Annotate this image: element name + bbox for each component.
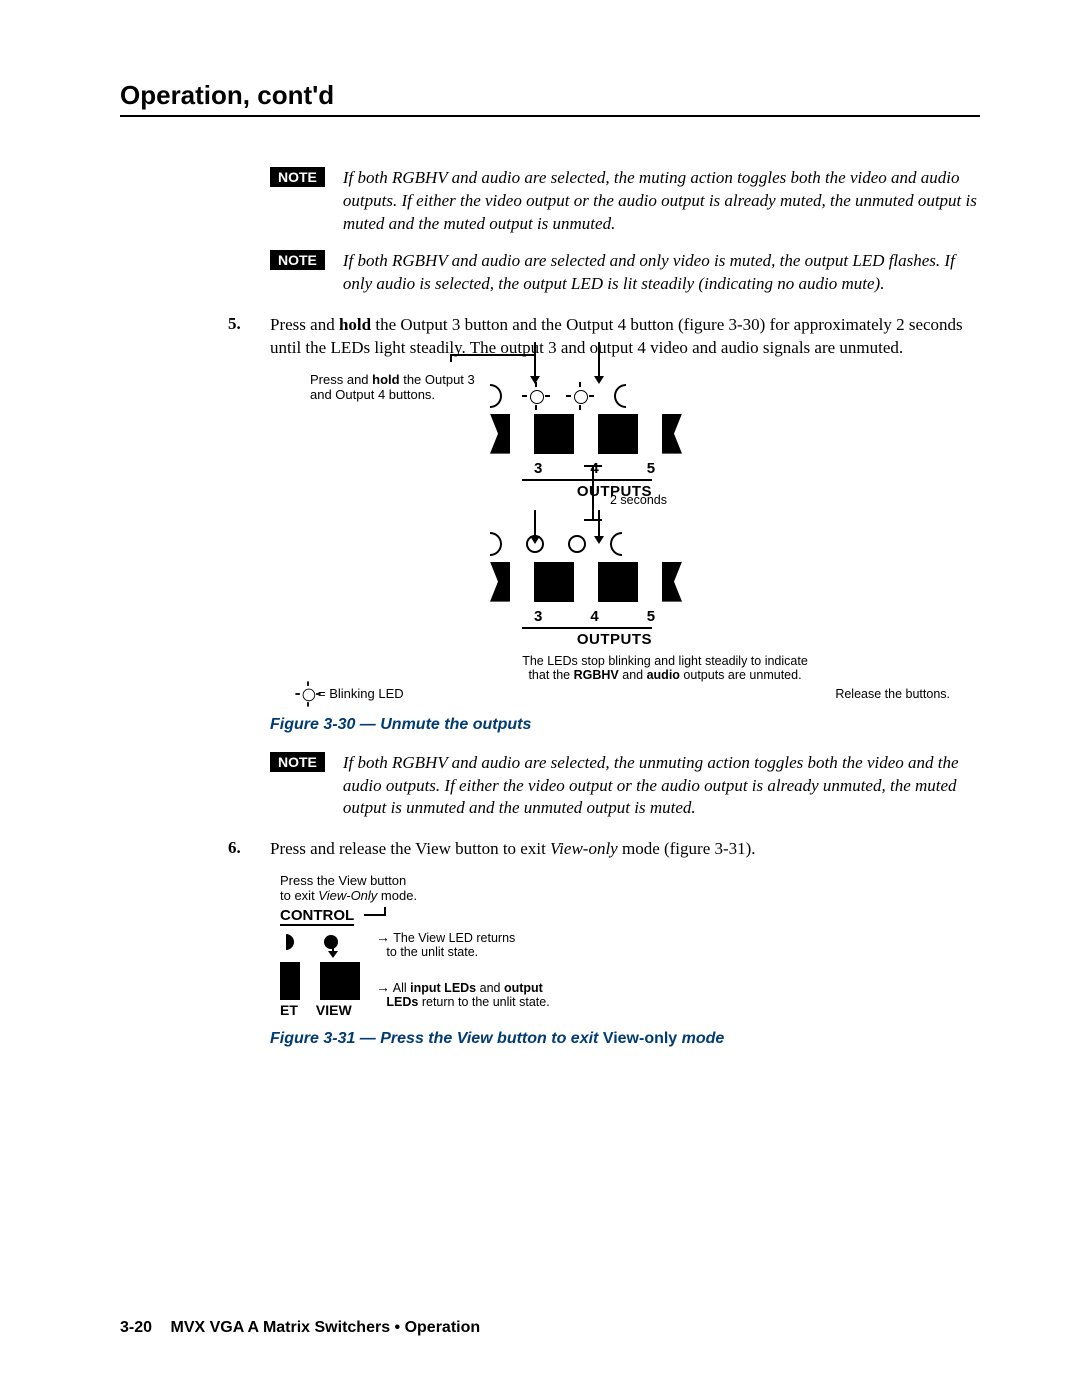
t: to the unlit state. xyxy=(386,945,478,959)
note-2-text: If both RGBHV and audio are selected and… xyxy=(343,250,980,296)
num-3: 3 xyxy=(534,460,542,477)
t: to exit xyxy=(280,888,318,903)
fig31-led-return: → The View LED returns to the unlit stat… xyxy=(376,929,550,959)
t: return to the unlit state. xyxy=(418,995,549,1009)
t: View-Only xyxy=(318,888,377,903)
blinking-led-icon xyxy=(570,386,590,406)
step-6-number: 6. xyxy=(228,838,270,858)
fig30-caption: The LEDs stop blinking and light steadil… xyxy=(350,654,980,682)
note-3-text: If both RGBHV and audio are selected, th… xyxy=(343,752,980,821)
page-number: 3-20 xyxy=(120,1319,152,1336)
output-button-4 xyxy=(598,414,638,454)
t: output xyxy=(504,981,543,995)
t: LEDs xyxy=(386,995,418,1009)
t: RGBHV xyxy=(574,668,619,682)
release-label: Release the buttons. xyxy=(835,687,950,701)
t: View-only xyxy=(603,1030,677,1047)
step-6-text: Press and release the View button to exi… xyxy=(270,838,756,861)
t: hold xyxy=(339,315,371,334)
button-partial-icon xyxy=(490,414,510,454)
note-3: NOTE If both RGBHV and audio are selecte… xyxy=(270,752,980,821)
led-partial-icon xyxy=(614,384,626,408)
button-partial-icon xyxy=(662,562,682,602)
led-partial-icon xyxy=(490,384,502,408)
t: The LEDs stop blinking and light steadil… xyxy=(522,654,808,668)
t: View-only xyxy=(550,839,618,858)
steady-led-icon xyxy=(526,535,544,553)
button-partial-icon xyxy=(662,414,682,454)
note-2: NOTE If both RGBHV and audio are selecte… xyxy=(270,250,980,296)
t: mode. xyxy=(377,888,417,903)
page-header: Operation, cont'd xyxy=(120,80,980,111)
t: and xyxy=(476,981,504,995)
num-3: 3 xyxy=(534,608,542,625)
t: Press and release the View button to exi… xyxy=(270,839,550,858)
header-rule xyxy=(120,115,980,117)
t: Press and xyxy=(270,315,339,334)
t: the Output 3 button and the Output 4 but… xyxy=(270,315,963,357)
view-led-icon xyxy=(324,935,338,949)
output-button-3 xyxy=(534,562,574,602)
view-button xyxy=(320,962,360,1000)
t: Figure 3-31 — Press the View button to e… xyxy=(270,1030,603,1047)
button-partial-icon xyxy=(490,562,510,602)
outputs-label: OUTPUTS xyxy=(522,627,652,648)
t: All xyxy=(393,981,410,995)
blinking-legend: = Blinking LED xyxy=(318,686,404,701)
figure-3-31-caption: Figure 3-31 — Press the View button to e… xyxy=(270,1030,980,1048)
t: mode xyxy=(677,1030,724,1047)
fig31-press-label: Press the View button to exit View-Only … xyxy=(280,873,980,903)
step-5: 5. Press and hold the Output 3 button an… xyxy=(228,314,980,360)
step-5-text: Press and hold the Output 3 button and t… xyxy=(270,314,980,360)
page-footer: 3-20 MVX VGA A Matrix Switchers • Operat… xyxy=(120,1319,480,1337)
t: The View LED returns xyxy=(393,931,515,945)
blinking-led-icon xyxy=(526,386,546,406)
note-1: NOTE If both RGBHV and audio are selecte… xyxy=(270,167,980,236)
note-1-text: If both RGBHV and audio are selected, th… xyxy=(343,167,980,236)
led-partial-icon xyxy=(286,934,294,950)
t: and xyxy=(619,668,647,682)
t: audio xyxy=(647,668,680,682)
control-label: CONTROL xyxy=(280,907,354,926)
step-6: 6. Press and release the View button to … xyxy=(228,838,980,861)
num-4: 4 xyxy=(590,608,598,625)
fig30-press-label: Press and hold the Output 3 and Output 4… xyxy=(310,372,490,402)
num-5: 5 xyxy=(647,608,655,625)
figure-3-31-diagram: Press the View button to exit View-Only … xyxy=(280,873,980,1018)
steady-led-icon xyxy=(568,535,586,553)
t: hold xyxy=(372,372,399,387)
fig31-all-leds: → All input LEDs and output LEDs return … xyxy=(376,979,550,1009)
num-5: 5 xyxy=(647,460,655,477)
t: Press the View button xyxy=(280,873,406,888)
t: Press and xyxy=(310,372,372,387)
t: outputs are unmuted. xyxy=(680,668,802,682)
t: input LEDs xyxy=(410,981,476,995)
blinking-led-icon xyxy=(299,685,317,703)
t: mode (figure 3-31). xyxy=(618,839,756,858)
output-button-3 xyxy=(534,414,574,454)
note-badge: NOTE xyxy=(270,250,325,270)
t: that the xyxy=(528,668,573,682)
button-partial-icon xyxy=(280,962,300,1000)
led-partial-icon xyxy=(490,532,502,556)
t: and Output 4 buttons. xyxy=(310,387,435,402)
note-badge: NOTE xyxy=(270,752,325,772)
footer-text: MVX VGA A Matrix Switchers • Operation xyxy=(170,1319,480,1336)
led-partial-icon xyxy=(610,532,622,556)
output-button-4 xyxy=(598,562,638,602)
note-badge: NOTE xyxy=(270,167,325,187)
two-seconds-label: 2 seconds xyxy=(610,493,667,507)
view-label: VIEW xyxy=(316,1002,352,1018)
step-5-number: 5. xyxy=(228,314,270,334)
figure-3-30-diagram: Press and hold the Output 3 and Output 4… xyxy=(310,372,980,704)
t: the Output 3 xyxy=(400,372,475,387)
et-label: ET xyxy=(280,1002,298,1018)
figure-3-30-caption: Figure 3-30 — Unmute the outputs xyxy=(270,716,980,734)
